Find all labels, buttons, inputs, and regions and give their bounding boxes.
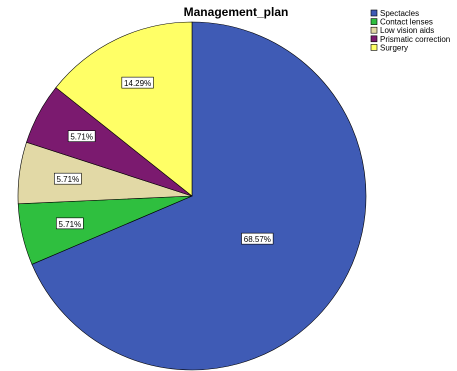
pie-value-label: 5.71% xyxy=(67,130,96,142)
pie-value-label: 68.57% xyxy=(241,232,274,245)
legend-label: Surgery xyxy=(380,43,408,52)
legend-swatch xyxy=(370,35,378,43)
svg-text:5.71%: 5.71% xyxy=(70,133,93,142)
legend-label: Low vision aids xyxy=(380,26,434,35)
pie-value-label: 5.71% xyxy=(56,217,84,230)
legend-swatch xyxy=(370,9,378,17)
pie-labels: 68.57% 5.71% 5.71% 5.71% 14.29% xyxy=(54,76,274,245)
legend-label: Contact lenses xyxy=(380,18,433,27)
pie-slice-spectacles xyxy=(31,21,367,371)
pie-slices xyxy=(17,21,367,371)
legend-label: Prismatic correction xyxy=(380,35,450,44)
svg-text:14.29%: 14.29% xyxy=(124,79,151,88)
legend-swatch xyxy=(370,26,378,34)
legend-swatch xyxy=(370,44,378,51)
svg-text:68.57%: 68.57% xyxy=(244,235,271,244)
svg-text:5.71%: 5.71% xyxy=(59,220,82,229)
pie-value-label: 14.29% xyxy=(121,76,154,89)
chart-title: Management_plan xyxy=(184,5,289,19)
legend-label: Spectacles xyxy=(380,9,419,18)
pie-slice-surgery xyxy=(55,21,193,197)
svg-text:5.71%: 5.71% xyxy=(57,175,80,184)
pie-value-label: 5.71% xyxy=(54,172,82,185)
legend-swatch xyxy=(370,18,378,25)
